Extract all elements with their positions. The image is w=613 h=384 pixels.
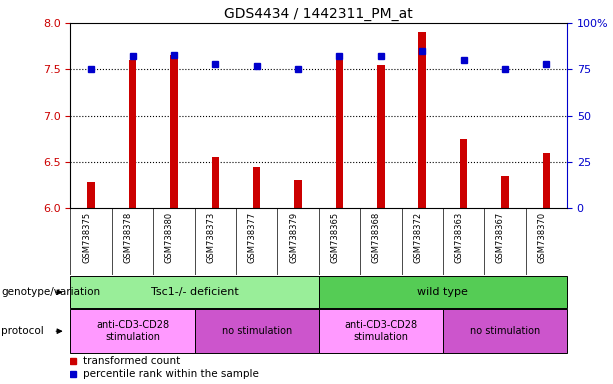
Bar [294, 180, 302, 208]
Bar [501, 176, 509, 208]
Text: GSM738370: GSM738370 [538, 212, 546, 263]
Text: GSM738375: GSM738375 [82, 212, 91, 263]
Bar [319, 276, 567, 308]
Bar [70, 309, 195, 353]
Text: GSM738380: GSM738380 [165, 212, 174, 263]
Text: GSM738372: GSM738372 [413, 212, 422, 263]
Text: wild type: wild type [417, 287, 468, 297]
Text: GSM738379: GSM738379 [289, 212, 298, 263]
Bar [336, 60, 343, 208]
Bar [129, 60, 136, 208]
Text: Tsc1-/- deficient: Tsc1-/- deficient [151, 287, 238, 297]
Bar [443, 309, 567, 353]
Text: protocol: protocol [1, 326, 44, 336]
Text: GSM738373: GSM738373 [207, 212, 215, 263]
Bar [419, 32, 426, 208]
Text: GSM738363: GSM738363 [455, 212, 463, 263]
Text: GSM738378: GSM738378 [124, 212, 132, 263]
Text: GSM738368: GSM738368 [372, 212, 381, 263]
Bar [543, 152, 550, 208]
Text: no stimulation: no stimulation [470, 326, 540, 336]
Bar [170, 55, 178, 208]
Bar [70, 276, 319, 308]
Bar [195, 309, 319, 353]
Title: GDS4434 / 1442311_PM_at: GDS4434 / 1442311_PM_at [224, 7, 413, 21]
Text: GSM738367: GSM738367 [496, 212, 505, 263]
Text: GSM738377: GSM738377 [248, 212, 257, 263]
Bar [88, 182, 95, 208]
Bar [211, 157, 219, 208]
Bar [460, 139, 467, 208]
Text: no stimulation: no stimulation [221, 326, 292, 336]
Bar [253, 167, 261, 208]
Text: percentile rank within the sample: percentile rank within the sample [83, 369, 259, 379]
Text: anti-CD3-CD28
stimulation: anti-CD3-CD28 stimulation [345, 320, 417, 342]
Bar [319, 309, 443, 353]
Text: transformed count: transformed count [83, 356, 180, 366]
Bar [377, 65, 384, 208]
Text: anti-CD3-CD28
stimulation: anti-CD3-CD28 stimulation [96, 320, 169, 342]
Text: genotype/variation: genotype/variation [1, 287, 101, 297]
Text: GSM738365: GSM738365 [330, 212, 340, 263]
